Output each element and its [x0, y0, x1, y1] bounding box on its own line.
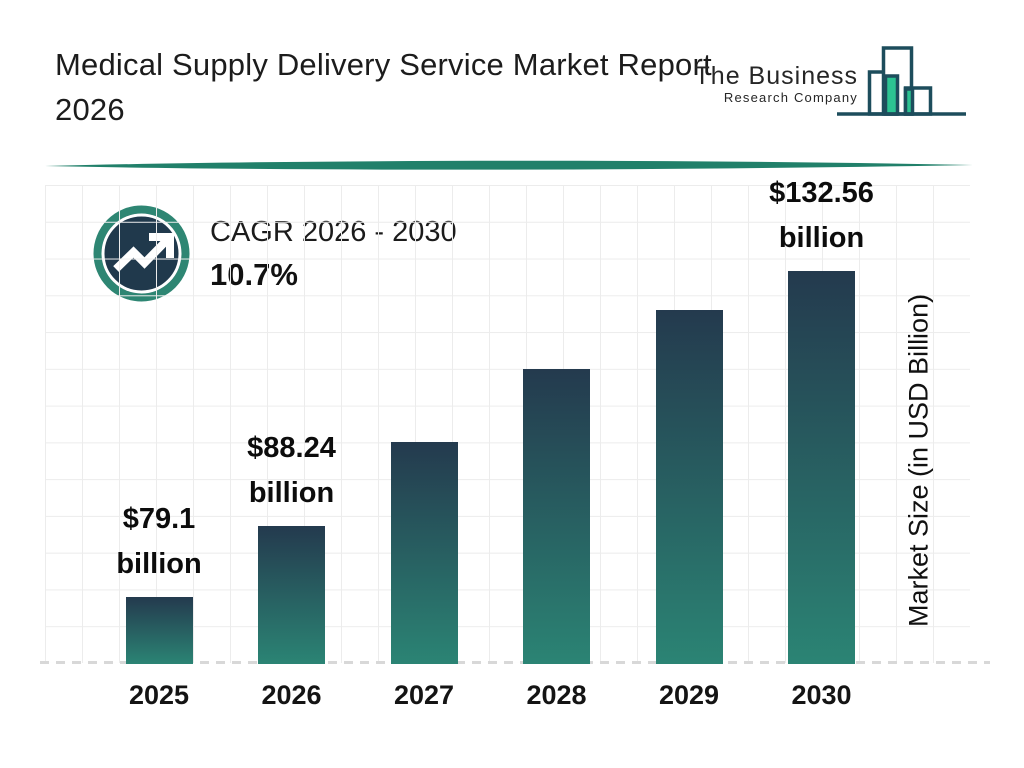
bar-value-label-2030: $132.56 billion	[727, 171, 917, 261]
bar-2027	[390, 442, 458, 664]
bar-value-unit: billion	[778, 222, 865, 254]
bar-value-amount: $132.56	[769, 177, 874, 209]
company-logo-subname: Research Company	[723, 90, 858, 105]
bar-value-label-2025: $79.1 billion	[64, 497, 254, 587]
x-tick-2028: 2028	[526, 680, 587, 710]
bar-value-amount: $79.1	[122, 503, 196, 535]
company-logo: The Business Research Company	[695, 40, 966, 118]
bar-value-unit: billion	[116, 548, 202, 580]
bar-2030	[788, 271, 855, 664]
bar-2028	[523, 369, 590, 664]
y-axis-label: Market Size (in USD Billion)	[903, 293, 934, 627]
bar-2025	[125, 597, 193, 664]
x-axis-baseline	[40, 661, 990, 664]
bar-chart-logo-icon	[837, 46, 966, 116]
x-tick-2025: 2025	[128, 680, 190, 710]
company-logo-text: The Business Research Company	[695, 62, 858, 105]
x-tick-2029: 2029	[658, 680, 720, 710]
bar-2026	[258, 526, 325, 664]
company-logo-name: The Business	[694, 62, 858, 90]
divider-line	[45, 160, 973, 170]
plot-area: $79.1 billion 2025 $88.24 billion 2026 2027 202…	[45, 177, 970, 710]
page-title: Medical Supply Delivery Service Market R…	[55, 47, 712, 127]
bar-value-unit: billion	[248, 477, 335, 509]
x-tick-2030: 2030	[791, 680, 852, 710]
x-tick-2026: 2026	[261, 680, 322, 710]
bar-value-amount: $88.24	[247, 432, 336, 464]
bar-value-label-2026: $88.24 billion	[197, 426, 387, 516]
bar-2029	[655, 310, 723, 664]
x-tick-2027: 2027	[393, 680, 455, 710]
